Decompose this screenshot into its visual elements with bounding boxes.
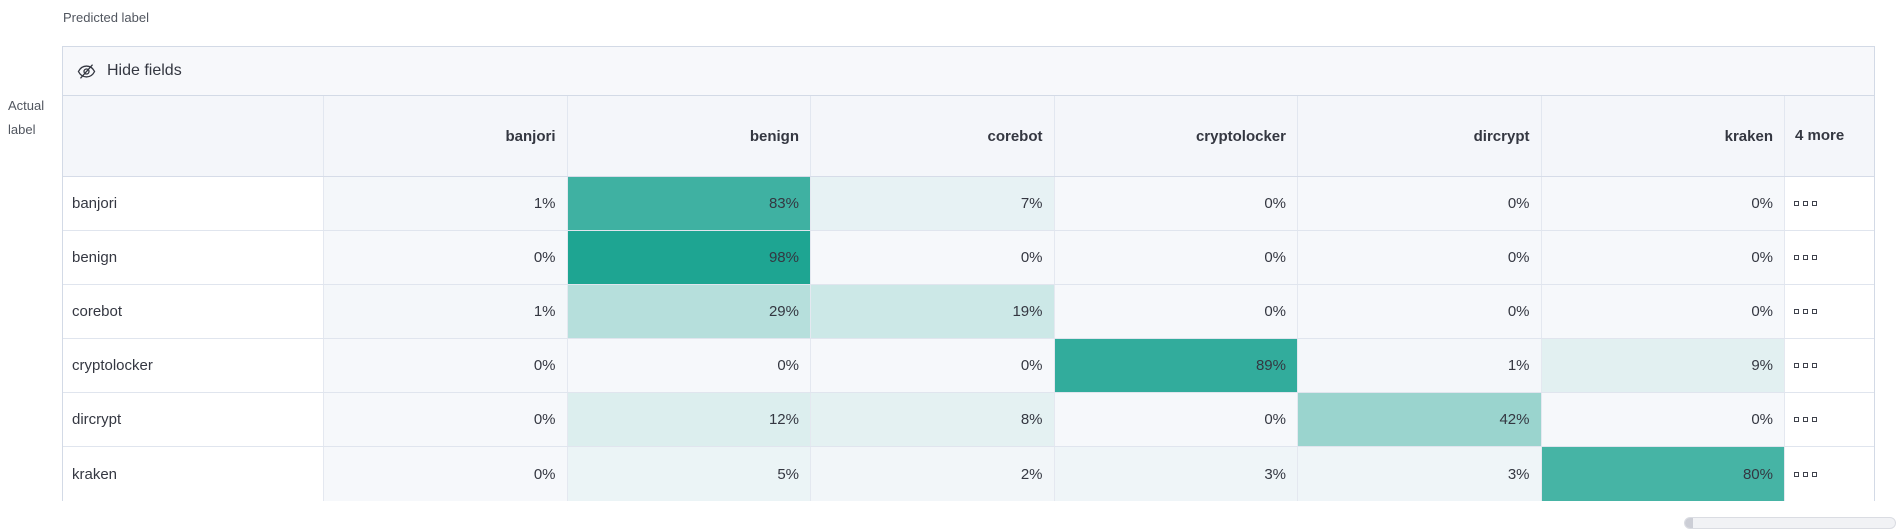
- matrix-row-benign: benign 0% 98% 0% 0% 0% 0%: [63, 231, 1874, 285]
- box-glyph: [1812, 471, 1817, 477]
- box-glyph: [1794, 363, 1799, 368]
- cell-banjori-kraken[interactable]: 0%: [1540, 177, 1784, 230]
- column-header-kraken: kraken: [1540, 96, 1785, 176]
- box-glyph: [1803, 255, 1808, 260]
- cell-benign-banjori[interactable]: 0%: [323, 231, 567, 284]
- confusion-matrix-panel: Hide fields banjori benign corebot cryptolo…: [62, 46, 1875, 501]
- cell-dircrypt-benign[interactable]: 12%: [566, 393, 810, 446]
- cell-cryptolocker-banjori[interactable]: 0%: [323, 339, 567, 392]
- box-glyph: [1803, 309, 1808, 314]
- box-glyph: [1794, 255, 1799, 260]
- cell-kraken-cryptolocker[interactable]: 3%: [1053, 447, 1297, 501]
- cell-kraken-corebot[interactable]: 2%: [810, 447, 1054, 501]
- actual-axis-label: Actual label: [8, 94, 58, 142]
- cell-cryptolocker-corebot[interactable]: 0%: [810, 339, 1054, 392]
- cell-corebot-corebot[interactable]: 19%: [810, 285, 1054, 338]
- cell-banjori-benign[interactable]: 83%: [566, 177, 810, 230]
- boxes-horizontal-icon[interactable]: [1784, 393, 1874, 446]
- box-glyph: [1794, 309, 1799, 314]
- box-glyph: [1803, 417, 1808, 422]
- eye-closed-icon: [77, 62, 96, 81]
- cell-benign-cryptolocker[interactable]: 0%: [1053, 231, 1297, 284]
- cell-corebot-cryptolocker[interactable]: 0%: [1053, 285, 1297, 338]
- column-header-row: banjori benign corebot cryptolocker dircrypt…: [63, 96, 1874, 177]
- cell-benign-kraken[interactable]: 0%: [1540, 231, 1784, 284]
- column-header-benign: benign: [566, 96, 811, 176]
- column-header-dircrypt: dircrypt: [1297, 96, 1541, 176]
- boxes-horizontal-icon[interactable]: [1784, 285, 1874, 338]
- box-glyph: [1812, 363, 1817, 368]
- column-header-more: 4 more: [1784, 96, 1874, 176]
- box-glyph: [1803, 363, 1808, 368]
- cell-banjori-banjori[interactable]: 1%: [323, 177, 567, 230]
- actual-axis-label-line2: label: [8, 122, 36, 137]
- cell-cryptolocker-cryptolocker[interactable]: 89%: [1053, 339, 1297, 392]
- box-glyph: [1812, 255, 1817, 260]
- cell-banjori-corebot[interactable]: 7%: [810, 177, 1054, 230]
- column-header-cryptolocker: cryptolocker: [1053, 96, 1298, 176]
- cell-dircrypt-corebot[interactable]: 8%: [810, 393, 1054, 446]
- actual-axis-label-line1: Actual: [8, 98, 45, 113]
- cell-cryptolocker-kraken[interactable]: 9%: [1540, 339, 1784, 392]
- matrix-row-cryptolocker: cryptolocker 0% 0% 0% 89% 1% 9%: [63, 339, 1874, 393]
- cell-kraken-benign[interactable]: 5%: [566, 447, 810, 501]
- corner-header-cell: [63, 96, 323, 176]
- column-header-banjori: banjori: [323, 96, 567, 176]
- matrix-row-corebot: corebot 1% 29% 19% 0% 0% 0%: [63, 285, 1874, 339]
- cell-kraken-banjori[interactable]: 0%: [323, 447, 567, 501]
- boxes-horizontal-icon[interactable]: [1784, 231, 1874, 284]
- cell-dircrypt-banjori[interactable]: 0%: [323, 393, 567, 446]
- row-label-kraken: kraken: [63, 447, 323, 501]
- box-glyph: [1812, 201, 1817, 206]
- row-label-banjori: banjori: [63, 177, 323, 230]
- box-glyph: [1812, 309, 1817, 314]
- cell-kraken-kraken[interactable]: 80%: [1540, 447, 1784, 501]
- scrollbar-thumb[interactable]: [1685, 518, 1693, 528]
- predicted-axis-label: Predicted label: [63, 10, 149, 25]
- cell-corebot-benign[interactable]: 29%: [566, 285, 810, 338]
- horizontal-scrollbar[interactable]: [1684, 517, 1896, 529]
- cell-kraken-dircrypt[interactable]: 3%: [1297, 447, 1541, 501]
- box-glyph: [1794, 471, 1799, 477]
- box-glyph: [1794, 201, 1799, 206]
- cell-corebot-kraken[interactable]: 0%: [1540, 285, 1784, 338]
- row-label-benign: benign: [63, 231, 323, 284]
- box-glyph: [1812, 417, 1817, 422]
- row-label-cryptolocker: cryptolocker: [63, 339, 323, 392]
- box-glyph: [1803, 471, 1808, 477]
- cell-cryptolocker-dircrypt[interactable]: 1%: [1297, 339, 1541, 392]
- cell-benign-dircrypt[interactable]: 0%: [1297, 231, 1541, 284]
- cell-banjori-cryptolocker[interactable]: 0%: [1053, 177, 1297, 230]
- boxes-horizontal-icon[interactable]: [1784, 177, 1874, 230]
- cell-cryptolocker-benign[interactable]: 0%: [566, 339, 810, 392]
- cell-dircrypt-kraken[interactable]: 0%: [1540, 393, 1784, 446]
- boxes-horizontal-icon[interactable]: [1784, 447, 1874, 501]
- box-glyph: [1803, 201, 1808, 206]
- cell-benign-corebot[interactable]: 0%: [810, 231, 1054, 284]
- column-header-corebot: corebot: [810, 96, 1054, 176]
- matrix-rows: banjori 1% 83% 7% 0% 0% 0% benign 0% 98% 0% 0% 0% 0% c…: [63, 177, 1874, 501]
- matrix-row-banjori: banjori 1% 83% 7% 0% 0% 0%: [63, 177, 1874, 231]
- cell-corebot-banjori[interactable]: 1%: [323, 285, 567, 338]
- boxes-horizontal-icon[interactable]: [1784, 339, 1874, 392]
- hide-fields-label: Hide fields: [107, 62, 182, 79]
- row-label-dircrypt: dircrypt: [63, 393, 323, 446]
- hide-fields-button[interactable]: Hide fields: [63, 47, 1874, 96]
- cell-banjori-dircrypt[interactable]: 0%: [1297, 177, 1541, 230]
- cell-benign-benign[interactable]: 98%: [566, 231, 810, 284]
- matrix-row-dircrypt: dircrypt 0% 12% 8% 0% 42% 0%: [63, 393, 1874, 447]
- box-glyph: [1794, 417, 1799, 422]
- matrix-row-kraken: kraken 0% 5% 2% 3% 3% 80%: [63, 447, 1874, 501]
- cell-corebot-dircrypt[interactable]: 0%: [1297, 285, 1541, 338]
- row-label-corebot: corebot: [63, 285, 323, 338]
- cell-dircrypt-dircrypt[interactable]: 42%: [1297, 393, 1541, 446]
- cell-dircrypt-cryptolocker[interactable]: 0%: [1053, 393, 1297, 446]
